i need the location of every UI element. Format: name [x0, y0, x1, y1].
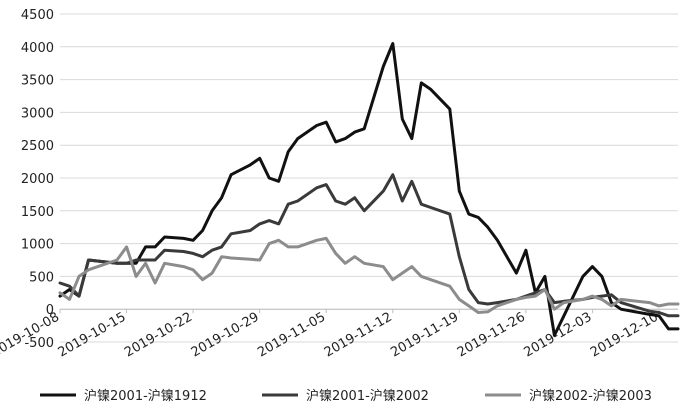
- x-tick-label: 2019-10-15: [56, 310, 129, 361]
- x-tick-label: 2019-10-22: [122, 310, 195, 361]
- legend: 沪镍2001-沪镍1912 沪镍2001-沪镍2002 沪镍2002-沪镍2003: [40, 388, 652, 404]
- y-tick-label: -500: [24, 336, 54, 351]
- legend-label: 沪镍2001-沪镍2002: [306, 388, 429, 404]
- series-line-1: [58, 42, 680, 337]
- x-tick-label: 2019-12-10: [588, 310, 661, 361]
- series-lines: [58, 42, 680, 337]
- x-tick-label: 2019-10-29: [189, 310, 262, 361]
- x-tick-label: 2019-11-26: [455, 310, 528, 361]
- gridlines: [60, 13, 678, 343]
- x-tick-label: 2019-12-03: [521, 310, 594, 361]
- y-axis: -500 0 500 1000 1500 2000 2500 3000 3500 4000 4500: [21, 8, 54, 351]
- y-tick-label: 0: [46, 303, 54, 318]
- y-tick-label: 3000: [21, 106, 54, 121]
- y-tick-label: 4000: [21, 41, 54, 56]
- y-tick-label: 2500: [21, 139, 54, 154]
- y-tick-label: 2000: [21, 172, 54, 187]
- y-tick-label: 1000: [21, 238, 54, 253]
- series-line-3: [58, 236, 680, 314]
- y-tick-label: 3500: [21, 74, 54, 89]
- x-axis: 2019-10-082019-10-152019-10-222019-10-29…: [0, 308, 678, 361]
- series-line-2: [58, 173, 680, 318]
- y-tick-label: 500: [29, 270, 54, 285]
- y-tick-label: 4500: [21, 8, 54, 23]
- x-tick-label: 2019-11-19: [388, 310, 461, 361]
- y-tick-label: 1500: [21, 205, 54, 220]
- legend-label: 沪镍2001-沪镍1912: [84, 388, 207, 404]
- legend-label: 沪镍2002-沪镍2003: [529, 388, 652, 404]
- x-tick-label: 2019-11-05: [255, 310, 328, 361]
- x-tick-label: 2019-11-12: [322, 310, 395, 361]
